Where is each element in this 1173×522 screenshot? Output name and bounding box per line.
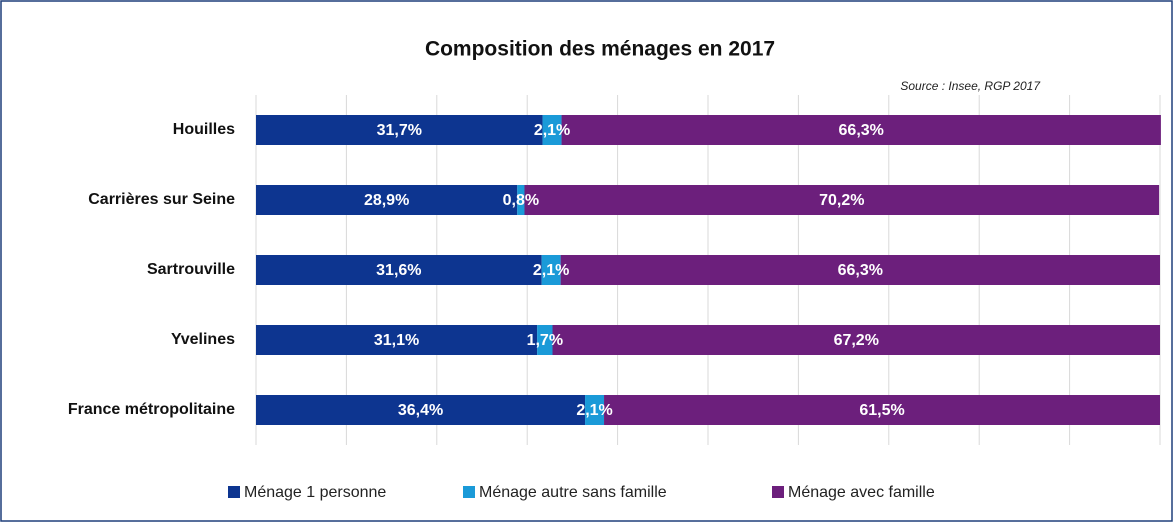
bar-segment (537, 325, 553, 355)
category-label: Houilles (173, 121, 235, 138)
value-label: 66,3% (839, 122, 884, 139)
bar-segment (542, 115, 562, 145)
value-label: 31,6% (376, 262, 421, 279)
category-label: France métropolitaine (68, 401, 235, 418)
value-label: 2,1% (533, 262, 569, 279)
legend-swatch (772, 486, 784, 498)
legend-swatch (228, 486, 240, 498)
category-label: Carrières sur Seine (88, 191, 235, 208)
legend-label: Ménage 1 personne (244, 484, 386, 501)
value-label: 0,8% (503, 192, 539, 209)
bar-segment (524, 185, 1160, 215)
source-note: Source : Insee, RGP 2017 (900, 79, 1041, 93)
bar-segment (560, 255, 1160, 285)
legend-label: Ménage avec famille (788, 484, 935, 501)
value-label: 1,7% (527, 332, 563, 349)
bar-segment (552, 325, 1160, 355)
value-label: 31,1% (374, 332, 419, 349)
value-label: 67,2% (834, 332, 879, 349)
category-label: Yvelines (171, 331, 235, 348)
value-label: 2,1% (534, 122, 570, 139)
bar-segment (256, 395, 586, 425)
bar-segment (256, 255, 542, 285)
value-label: 36,4% (398, 402, 443, 419)
bar-segment (541, 255, 561, 285)
chart-title: Composition des ménages en 2017 (425, 38, 775, 61)
value-label: 66,3% (838, 262, 883, 279)
value-label: 31,7% (377, 122, 422, 139)
bar-segment (256, 185, 518, 215)
value-label: 61,5% (859, 402, 904, 419)
value-label: 70,2% (819, 192, 864, 209)
legend-swatch (463, 486, 475, 498)
bar-segment (256, 115, 543, 145)
bar-segment (604, 395, 1160, 425)
category-label: Sartrouville (147, 261, 235, 278)
bar-segment (256, 325, 538, 355)
bar-segment (585, 395, 605, 425)
bar-segment (517, 185, 525, 215)
value-label: 2,1% (576, 402, 612, 419)
legend-label: Ménage autre sans famille (479, 484, 667, 501)
value-label: 28,9% (364, 192, 409, 209)
bar-segment (561, 115, 1161, 145)
